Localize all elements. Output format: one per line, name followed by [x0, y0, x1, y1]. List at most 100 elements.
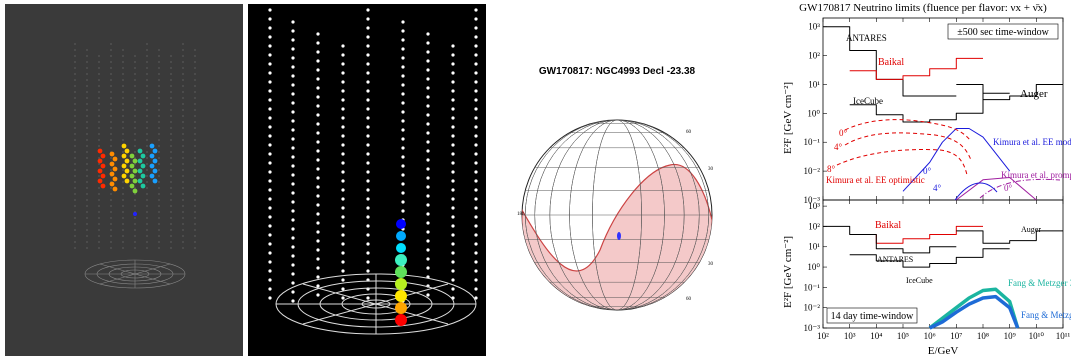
y-tick-label: 10⁻² — [804, 303, 821, 313]
dom-module — [134, 67, 136, 69]
dom-module — [451, 197, 455, 201]
dom-module — [194, 109, 196, 111]
dom-module — [86, 175, 88, 177]
hit-marker — [140, 163, 146, 169]
dom-module — [194, 133, 196, 135]
label-blue-4deg: 4° — [933, 183, 942, 193]
dom-module — [146, 181, 148, 183]
dom-module — [86, 217, 88, 219]
hit-marker — [149, 153, 155, 159]
hit-marker — [137, 168, 143, 174]
top-ylabel: E²F [GeV cm⁻²] — [782, 82, 794, 154]
label-4deg: 4° — [834, 142, 843, 152]
dom-module — [146, 211, 148, 213]
dom-module — [474, 98, 478, 102]
dom-module — [146, 139, 148, 141]
hit-marker — [132, 168, 138, 174]
dom-module — [451, 224, 455, 228]
dom-module — [194, 49, 196, 51]
dom-module — [86, 157, 88, 159]
dom-module — [74, 223, 76, 225]
hit-marker — [129, 183, 135, 189]
dom-module — [98, 85, 100, 87]
y-tick-label: 10⁻² — [804, 166, 821, 176]
label-baikal-top: Baikal — [878, 57, 904, 68]
dom-module — [74, 67, 76, 69]
dom-module — [110, 115, 112, 117]
dom-module — [74, 181, 76, 183]
dom-module — [134, 145, 136, 147]
dom-module — [316, 167, 320, 171]
dom-module — [194, 85, 196, 87]
dom-module — [268, 242, 272, 246]
dom-module — [158, 187, 160, 189]
dom-module — [98, 91, 100, 93]
dom-module — [316, 140, 320, 144]
dom-module — [316, 149, 320, 153]
dom-module — [98, 163, 100, 165]
dom-module — [451, 89, 455, 93]
dom-module — [158, 49, 160, 51]
kimura-prompt-curve — [979, 178, 1061, 199]
hit-marker — [121, 163, 127, 169]
dom-module — [401, 191, 405, 195]
dom-module — [158, 133, 160, 135]
dom-module — [98, 229, 100, 231]
dom-module — [268, 134, 272, 138]
dom-module — [366, 125, 370, 129]
longitude-line — [524, 120, 710, 310]
dom-module — [86, 73, 88, 75]
dom-module — [122, 127, 124, 129]
x-tick-label: 10¹⁰ — [1029, 331, 1045, 341]
dom-module — [98, 103, 100, 105]
dom-module — [158, 139, 160, 141]
dom-module — [426, 203, 430, 207]
dom-module — [110, 55, 112, 57]
dom-module — [291, 20, 295, 24]
dom-module — [194, 151, 196, 153]
dom-module — [98, 187, 100, 189]
dom-module — [316, 113, 320, 117]
hit-marker — [100, 163, 106, 169]
dom-module — [341, 98, 345, 102]
dom-module — [158, 79, 160, 81]
dom-module — [74, 55, 76, 57]
hit-marker — [121, 153, 127, 159]
dom-module — [182, 97, 184, 99]
dom-module — [134, 241, 136, 243]
label-blue-0deg: 0° — [923, 166, 932, 176]
dom-module — [316, 203, 320, 207]
dom-module — [474, 296, 478, 300]
dom-module — [451, 206, 455, 210]
dom-module — [451, 260, 455, 264]
dom-module — [122, 169, 124, 171]
dom-module — [158, 217, 160, 219]
dom-module — [146, 151, 148, 153]
dom-module — [122, 115, 124, 117]
dom-module — [451, 269, 455, 273]
dom-module — [268, 188, 272, 192]
dom-module — [268, 197, 272, 201]
dom-module — [122, 247, 124, 249]
hit-marker — [112, 186, 118, 192]
dom-module — [194, 145, 196, 147]
dom-module — [291, 173, 295, 177]
dom-module — [182, 79, 184, 81]
dom-module — [341, 206, 345, 210]
dom-module — [110, 103, 112, 105]
dom-module — [182, 211, 184, 213]
series-fang-metzger-30-days — [928, 287, 1020, 330]
dom-module — [86, 241, 88, 243]
dom-module — [86, 229, 88, 231]
dom-module — [170, 181, 172, 183]
dom-module — [158, 235, 160, 237]
dom-module — [170, 139, 172, 141]
dom-module — [194, 175, 196, 177]
dom-module — [134, 103, 136, 105]
dom-module — [194, 241, 196, 243]
dom-module — [316, 122, 320, 126]
dom-module — [426, 248, 430, 252]
dom-module — [426, 221, 430, 225]
dom-module — [146, 193, 148, 195]
globe-region — [522, 120, 712, 310]
